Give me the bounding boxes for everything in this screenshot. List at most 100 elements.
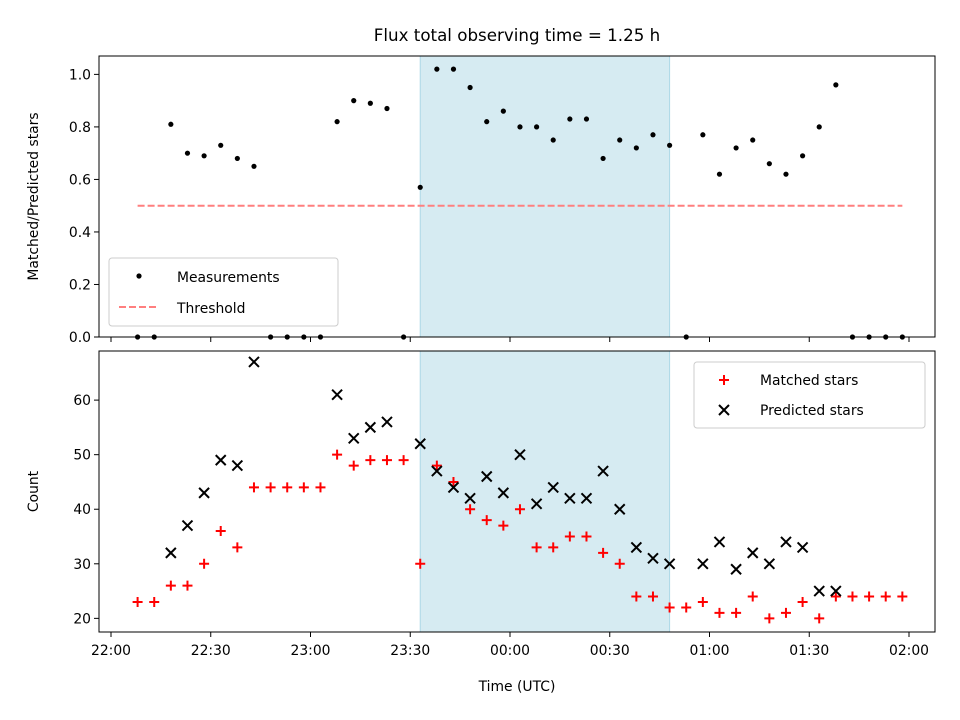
measurements-point	[168, 121, 174, 127]
y-tick-label: 20	[73, 611, 91, 627]
predicted-stars-point	[597, 465, 609, 477]
measurements-point	[351, 98, 357, 104]
y-axis-label: Matched/Predicted stars	[26, 112, 42, 280]
y-tick-label: 0.6	[69, 172, 91, 188]
plot-frame	[98, 55, 936, 338]
predicted-stars-point	[813, 585, 825, 597]
measurements-point	[517, 124, 523, 130]
matched-stars-point	[780, 607, 791, 618]
matched-stars-point	[431, 460, 442, 471]
matched-stars-point	[215, 526, 226, 537]
measurements-point	[800, 153, 806, 159]
matched-stars-point	[664, 602, 675, 613]
y-tick-label: 30	[73, 557, 91, 573]
predicted-stars-point	[547, 481, 559, 494]
predicted-stars-point	[514, 448, 526, 461]
measurements-point	[500, 108, 506, 114]
x-tick-label: 23:30	[390, 643, 430, 659]
matched-stars-point	[132, 596, 143, 607]
predicted-stars-point	[215, 454, 227, 466]
predicted-stars-point	[464, 492, 476, 505]
matched-stars-point	[897, 591, 908, 602]
predicted-stars-point	[697, 558, 709, 570]
matched-stars-point	[564, 531, 575, 542]
predicted-stars-point	[663, 558, 676, 570]
y-tick-label: 0.2	[69, 277, 91, 293]
matched-stars-point	[182, 580, 193, 591]
matched-stars-point	[498, 520, 509, 531]
predicted-stars-point	[364, 421, 377, 434]
measurements-point	[667, 142, 673, 148]
measurements-point	[417, 184, 423, 190]
predicted-stars-point	[747, 547, 759, 559]
matched-stars-point	[298, 482, 309, 493]
predicted-stars-point	[381, 416, 393, 428]
predicted-stars-point	[630, 541, 643, 554]
matched-stars-point	[199, 558, 210, 569]
matched-stars-point	[332, 449, 343, 460]
measurements-point	[733, 145, 739, 151]
x-tick-label: 01:30	[789, 643, 829, 659]
x-tick-label: 00:30	[590, 643, 630, 659]
x-axis-label: Time (UTC)	[478, 679, 556, 695]
x-tick-label: 00:00	[490, 643, 530, 659]
matched-stars-point	[631, 591, 642, 602]
predicted-stars-point	[713, 536, 726, 548]
legend-label: Matched stars	[760, 373, 858, 389]
measurements-point	[450, 66, 457, 72]
matched-stars-point	[315, 482, 326, 493]
matched-stars-point	[415, 558, 426, 569]
measurements-point	[583, 116, 590, 122]
matched-stars-point	[514, 504, 525, 515]
matched-stars-point	[232, 542, 243, 553]
matched-stars-point	[149, 596, 160, 607]
predicted-stars-point	[248, 356, 260, 368]
measurements-point	[251, 163, 257, 169]
matched-stars-point	[248, 482, 259, 493]
matched-stars-point	[282, 482, 293, 493]
matched-stars-point	[465, 504, 476, 515]
predicted-stars-point	[530, 498, 543, 510]
predicted-stars-point	[181, 519, 194, 532]
matched-stars-point	[265, 482, 276, 493]
measurements-point	[218, 142, 224, 148]
matched-stars-point	[864, 591, 875, 602]
predicted-stars-point	[580, 492, 593, 505]
legend-label: Predicted stars	[760, 403, 864, 419]
measurements-point	[367, 100, 373, 106]
y-tick-label: 1.0	[69, 67, 91, 83]
predicted-stars-point	[348, 432, 360, 445]
legend-measurements-marker	[136, 273, 142, 279]
legend-label: Threshold	[176, 301, 245, 317]
predicted-stars-point	[331, 388, 343, 401]
x-tick-label: 23:00	[290, 643, 330, 659]
predicted-stars-point	[730, 563, 742, 575]
legend-label: Measurements	[177, 270, 280, 286]
measurements-point	[384, 105, 390, 112]
predicted-stars-point	[796, 541, 809, 554]
matched-stars-point	[381, 455, 392, 466]
legend-predicted-marker	[718, 404, 730, 416]
predicted-stars-point	[198, 487, 210, 499]
matched-stars-point	[481, 515, 492, 526]
predicted-stars-point	[231, 459, 244, 472]
predicted-stars-point	[647, 552, 659, 565]
matched-stars-point	[681, 602, 692, 613]
measurements-point	[783, 171, 789, 177]
matched-stars-point	[398, 455, 409, 466]
measurements-point	[816, 124, 822, 130]
matched-stars-point	[548, 542, 559, 553]
matched-stars-point	[847, 591, 858, 602]
measurements-point	[334, 119, 340, 125]
matched-stars-point	[614, 558, 625, 569]
legend-box	[693, 361, 926, 429]
plot-frame	[98, 350, 936, 633]
matched-stars-point	[764, 613, 775, 624]
y-tick-label: 0.0	[69, 330, 91, 346]
y-tick-label: 0.8	[69, 120, 91, 136]
measurements-point	[467, 84, 473, 91]
legend: Measurements Threshold	[108, 257, 339, 327]
predicted-stars-point	[763, 558, 776, 570]
ratio-plot: 0.0 0.2 0.4 0.6 0.8 1.0 Matched/Predicted star…	[26, 25, 936, 346]
measurements-point	[633, 145, 639, 151]
